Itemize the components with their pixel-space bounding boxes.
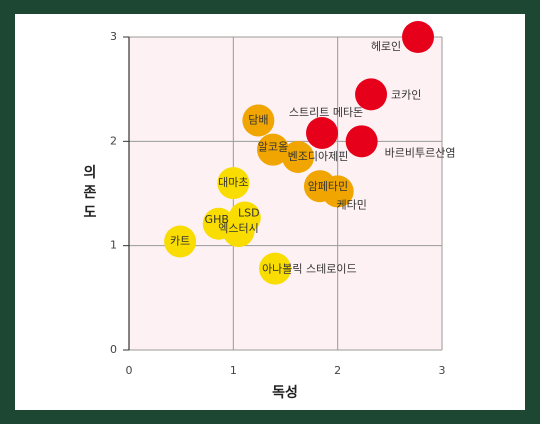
x-tick-label: 1 (230, 364, 237, 377)
point-label: 바르비투르산염 (385, 146, 456, 159)
point (345, 125, 378, 158)
y-tick-label: 2 (110, 134, 117, 147)
point-label: 엑스터시 (218, 222, 258, 235)
point (259, 252, 292, 285)
y-tick-label: 0 (110, 343, 117, 356)
point (222, 215, 255, 248)
y-tick-label: 1 (110, 239, 117, 252)
point-label: 카트 (170, 234, 190, 247)
point (355, 78, 388, 111)
point (256, 133, 289, 166)
x-tick-label: 2 (334, 364, 341, 377)
point (217, 167, 250, 200)
x-tick-label: 0 (126, 364, 133, 377)
point (402, 21, 435, 53)
point-label: 아나볼릭 스테로이드 (262, 263, 357, 276)
point-label: 코카인 (391, 88, 421, 101)
point-label: 케타민 (336, 198, 366, 211)
point-label: 암페타민 (308, 180, 348, 193)
point-label: 알코올 (258, 140, 288, 154)
y-tick-label: 3 (110, 30, 117, 43)
point-label: 헤로인 (371, 40, 401, 53)
point-label: 대마초 (218, 176, 248, 189)
point (164, 225, 197, 258)
point-label: 담배 (248, 113, 268, 126)
x-axis-title: 독성 (272, 385, 298, 401)
point (282, 140, 315, 173)
x-tick-label: 3 (439, 364, 446, 377)
point (242, 104, 275, 137)
point-label: GHB (205, 213, 229, 226)
point (306, 116, 339, 149)
plot-area (129, 37, 442, 350)
point-label: 스트리트 메타돈 (289, 106, 363, 119)
point (321, 175, 354, 208)
point-label: 벤조디아제핀 (288, 150, 349, 163)
point-label: LSD (238, 206, 260, 219)
